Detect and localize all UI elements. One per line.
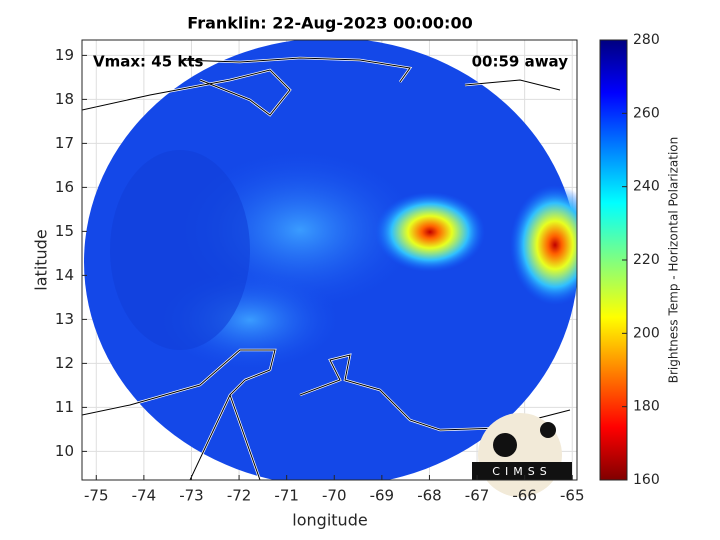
x-tick-label: -65 — [560, 487, 585, 505]
vmax-annotation: Vmax: 45 kts — [93, 53, 203, 71]
y-tick-label: 18 — [55, 90, 74, 108]
x-tick-label: -70 — [322, 487, 347, 505]
y-tick-label: 10 — [55, 442, 74, 460]
axes-frame — [81, 39, 578, 481]
x-tick-label: -75 — [84, 487, 109, 505]
brightness-image — [82, 40, 577, 480]
map-title: Franklin: 22-Aug-2023 00:00:00 — [187, 14, 472, 33]
y-axis-label: latitude — [32, 229, 51, 290]
x-tick-label: -67 — [465, 487, 490, 505]
colorbar-tick-label: 180 — [633, 399, 660, 415]
x-tick-label: -72 — [227, 487, 252, 505]
y-tick-label: 12 — [55, 354, 74, 372]
logo-text: CIMSS — [492, 465, 551, 478]
colorbar-tick-label: 240 — [633, 179, 660, 195]
y-tick-label: 16 — [55, 178, 74, 196]
y-tick-label: 15 — [55, 222, 74, 240]
time-annotation: 00:59 away — [472, 53, 569, 71]
y-tick-label: 19 — [55, 46, 74, 64]
x-tick-label: -66 — [512, 487, 537, 505]
x-tick-label: -73 — [179, 487, 204, 505]
x-axis-label: longitude — [292, 511, 367, 530]
x-tick-label: -69 — [370, 487, 395, 505]
x-tick-label: -71 — [274, 487, 299, 505]
colorbar-tick-label: 280 — [633, 32, 660, 48]
y-tick-label: 13 — [55, 310, 74, 328]
colorbar-label: Brightness Temp - Horizontal Polarizatio… — [667, 137, 681, 384]
colorbar-tick-label: 220 — [633, 252, 660, 268]
x-tick-label: -68 — [417, 487, 442, 505]
colorbar-tick-label: 200 — [633, 325, 660, 341]
cimss-logo: CIMSS — [472, 413, 572, 497]
colorbar-tick-label: 160 — [633, 472, 660, 488]
y-tick-label: 17 — [55, 134, 74, 152]
colorbar-tick-label: 260 — [633, 105, 660, 121]
y-tick-label: 14 — [55, 266, 74, 284]
y-tick-label: 11 — [55, 398, 74, 416]
x-tick-label: -74 — [132, 487, 157, 505]
